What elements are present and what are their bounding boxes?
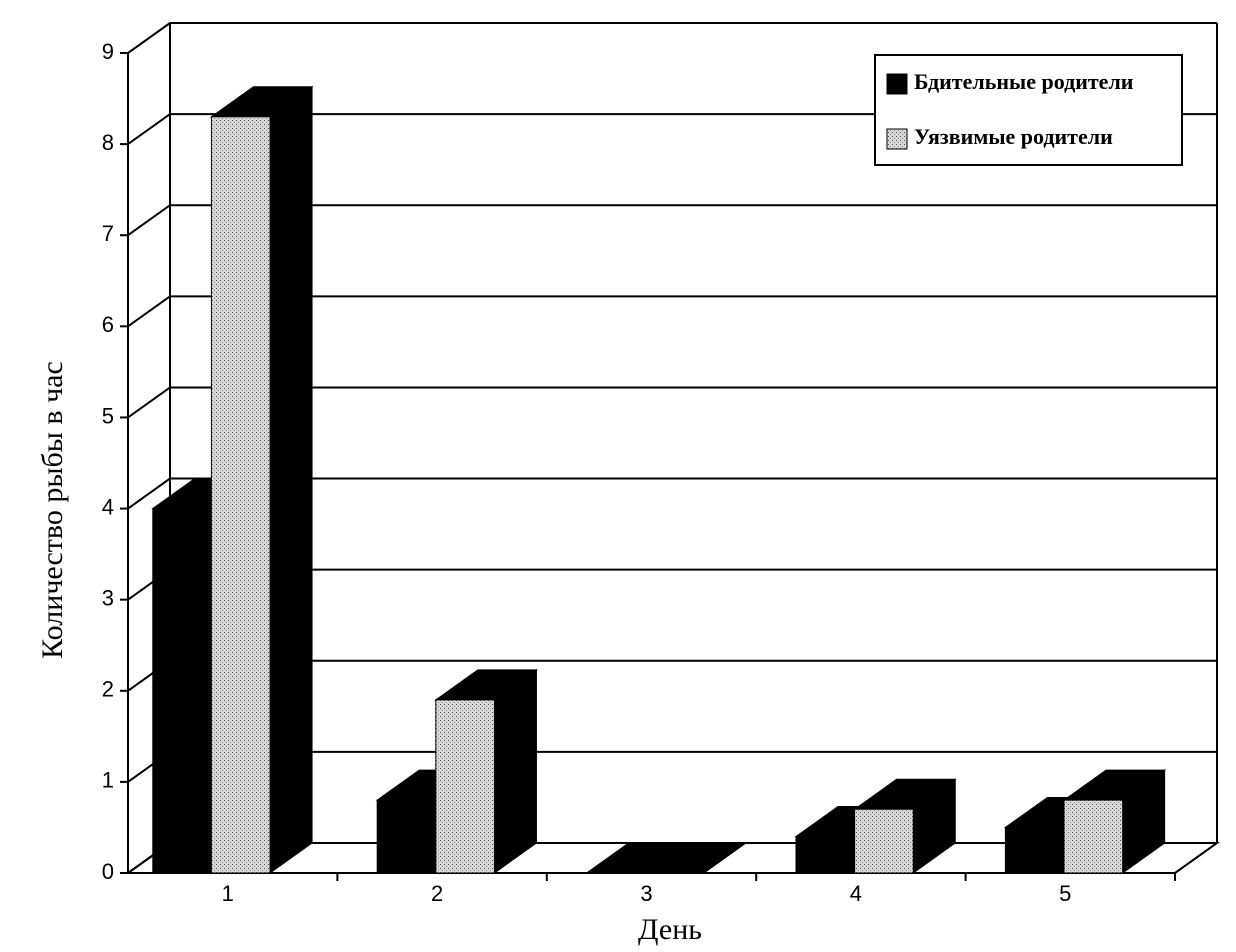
legend-swatch xyxy=(886,128,908,150)
x-tick-label: 3 xyxy=(640,881,652,906)
bar xyxy=(209,85,314,874)
y-tick-label: 7 xyxy=(102,221,114,246)
legend-label: Уязвимые родители xyxy=(914,124,1113,149)
bar xyxy=(434,668,539,874)
bar-front xyxy=(854,808,914,874)
x-tick-label: 4 xyxy=(850,881,862,906)
y-tick-label: 0 xyxy=(102,859,114,884)
y-tick-label: 5 xyxy=(102,403,114,428)
grid-line xyxy=(127,22,1217,54)
bar-front xyxy=(210,116,271,874)
bar-front xyxy=(1004,826,1065,874)
legend: Бдительные родители Уязвимые родители xyxy=(874,54,1183,166)
bar-top xyxy=(643,842,748,874)
bar-front xyxy=(152,508,212,874)
plot-area: 0 1 2 3 4 5 6 7 8 9 1 2 3 4 5 xyxy=(102,22,1221,906)
y-tick-label: 4 xyxy=(102,494,114,519)
y-axis-label: Количество рыбы в час xyxy=(36,361,69,659)
bar-front xyxy=(435,699,495,874)
y-tick-label: 3 xyxy=(102,585,114,610)
grid-line xyxy=(127,295,1217,328)
x-tick-label: 5 xyxy=(1059,881,1071,906)
grid-line xyxy=(127,386,1217,419)
legend-label: Бдительные родители xyxy=(914,69,1134,94)
grid-line xyxy=(127,477,1217,510)
bar xyxy=(643,842,748,874)
x-axis-label: День xyxy=(638,913,702,946)
legend-box xyxy=(874,54,1183,166)
y-tick-label: 2 xyxy=(102,677,114,702)
x-tick-label: 2 xyxy=(431,881,443,906)
bar-front xyxy=(376,799,437,874)
y-tick-label: 8 xyxy=(102,130,114,155)
x-tick-label: 1 xyxy=(222,881,234,906)
bar-side xyxy=(269,85,313,874)
bar-front xyxy=(795,836,856,874)
bar xyxy=(1062,769,1167,874)
grid-line xyxy=(127,204,1217,237)
bar-front xyxy=(1063,799,1124,874)
bar-side xyxy=(493,668,537,874)
legend-swatch xyxy=(886,73,908,95)
y-tick-label: 6 xyxy=(102,312,114,337)
y-tick-label: 1 xyxy=(102,768,114,793)
bar xyxy=(853,778,957,874)
y-tick-label: 9 xyxy=(102,39,114,64)
grid-line xyxy=(127,113,1217,145)
